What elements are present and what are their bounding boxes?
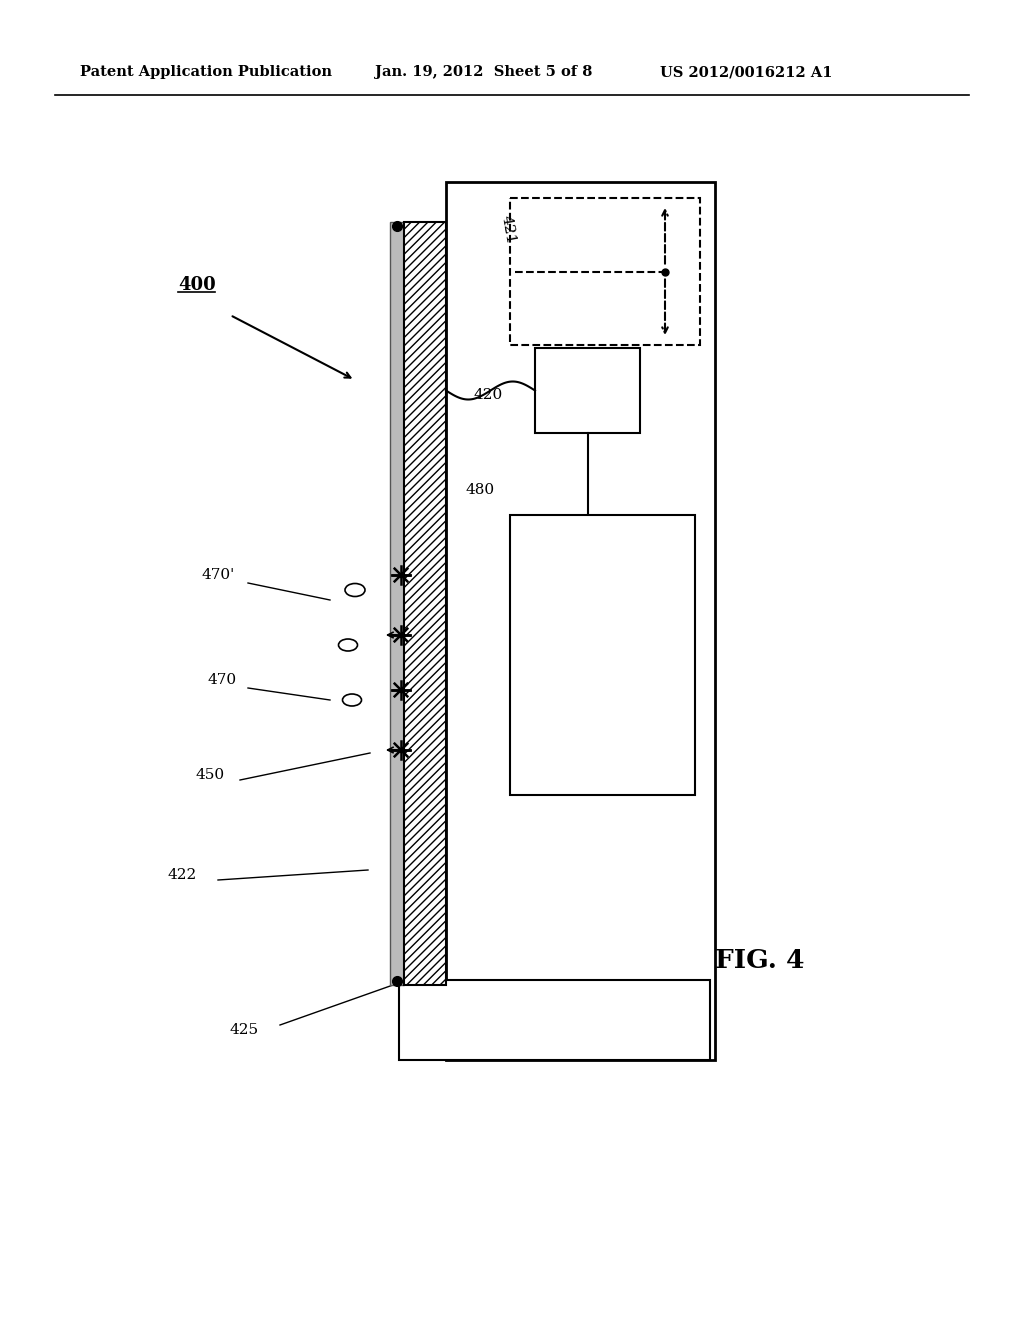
Text: FIG. 4: FIG. 4 (715, 948, 805, 973)
Text: 450: 450 (195, 768, 224, 781)
Text: 470: 470 (208, 673, 238, 686)
Bar (399, 979, 710, 1060)
Bar (535, 348, 640, 433)
Text: US 2012/0016212 A1: US 2012/0016212 A1 (660, 65, 833, 79)
Text: 400: 400 (178, 276, 216, 294)
Text: Jan. 19, 2012  Sheet 5 of 8: Jan. 19, 2012 Sheet 5 of 8 (375, 65, 592, 79)
Text: 422: 422 (168, 869, 198, 882)
Text: 425: 425 (230, 1023, 259, 1038)
Text: Patent Application Publication: Patent Application Publication (80, 65, 332, 79)
Text: 470': 470' (202, 568, 236, 582)
Text: 420: 420 (473, 388, 502, 403)
Bar (446, 182, 715, 1060)
Text: 480: 480 (465, 483, 495, 498)
Bar (510, 515, 695, 795)
Bar (390, 222, 404, 985)
Text: 421: 421 (499, 214, 518, 246)
Bar (404, 222, 446, 985)
Bar (510, 198, 700, 345)
Text: 460: 460 (586, 645, 620, 664)
